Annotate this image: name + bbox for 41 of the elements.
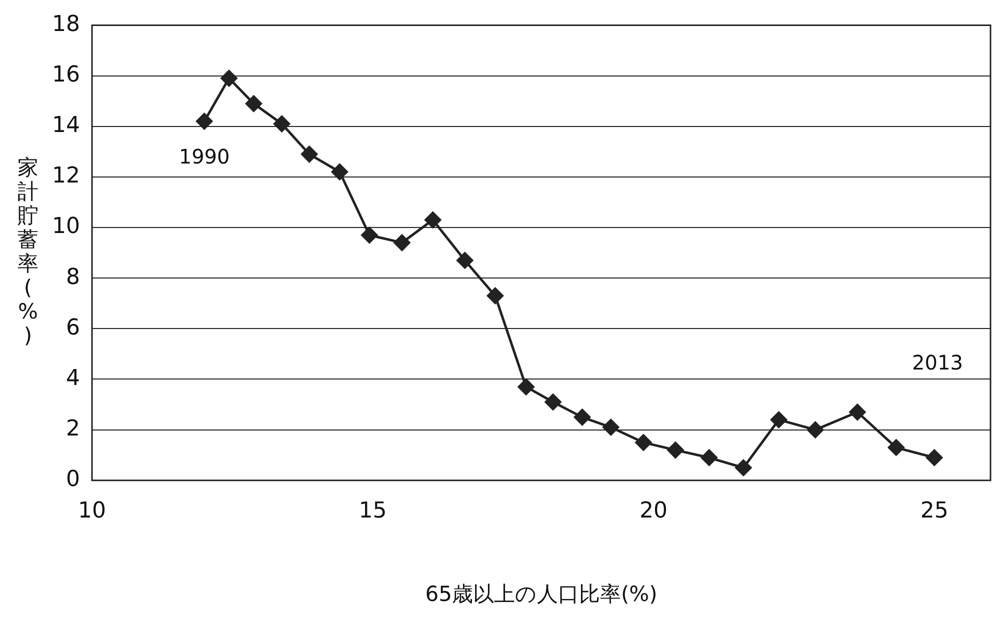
point [424, 212, 442, 228]
point [331, 164, 348, 180]
point [888, 439, 904, 456]
point [544, 394, 562, 410]
x-tick-label: 20 [640, 498, 668, 524]
y-tick-label: 4 [66, 366, 80, 391]
annotation: 1990 [178, 144, 230, 168]
point [518, 378, 534, 396]
point [602, 419, 620, 436]
point [926, 449, 943, 466]
y-tick-label: 12 [52, 164, 80, 189]
x-tick-label: 15 [358, 498, 387, 524]
point [635, 434, 652, 451]
point [245, 95, 262, 112]
y-tick-label: 16 [52, 62, 80, 88]
y-tick-label: 14 [52, 113, 80, 138]
x-axis-title: 65歳以上の人口比率(%) [425, 582, 658, 606]
y-tick-label: 18 [52, 12, 80, 37]
point [394, 234, 410, 251]
y-axis-title: 家計貯蓄率(%) [18, 155, 38, 348]
y-tick-label: 6 [66, 315, 80, 340]
point [574, 408, 590, 426]
y-tick-label: 0 [66, 467, 80, 492]
point [274, 116, 290, 132]
point [770, 411, 788, 428]
y-tick-label: 10 [52, 214, 80, 240]
point [456, 252, 474, 269]
x-tick-label: 25 [920, 498, 948, 524]
point [196, 113, 213, 130]
y-tick-label: 2 [66, 416, 80, 442]
point [735, 460, 752, 476]
point [807, 422, 824, 438]
point [361, 226, 378, 244]
point [220, 70, 238, 87]
y-tick-label: 8 [66, 264, 80, 290]
point [486, 288, 504, 304]
annotation: 2013 [912, 350, 963, 375]
point [301, 146, 318, 162]
point [700, 449, 718, 466]
point [667, 442, 684, 458]
point [849, 404, 866, 420]
